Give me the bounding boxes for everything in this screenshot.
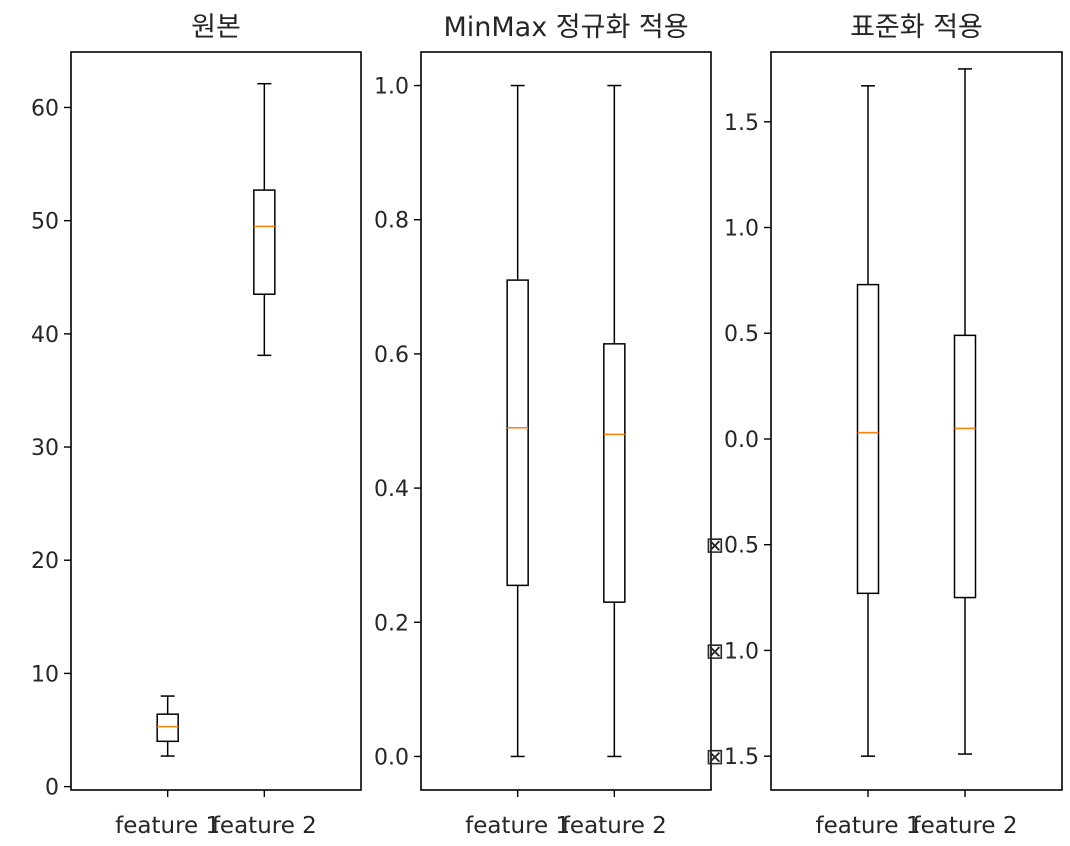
box-iqr xyxy=(156,713,179,743)
axes-frame xyxy=(420,51,712,791)
panel-title: MinMax 정규화 적용 xyxy=(443,12,688,43)
y-tick-label: 40 xyxy=(31,323,59,348)
box-iqr xyxy=(953,334,977,599)
x-tick-label: feature 2 xyxy=(562,813,667,839)
y-tick-label: ⊠0.5 xyxy=(706,534,759,559)
y-tick-label: 1.5 xyxy=(724,111,759,136)
box-iqr xyxy=(253,189,276,295)
y-tick-label: 0.8 xyxy=(374,209,409,234)
panel-title: 표준화 적용 xyxy=(850,12,983,43)
panel-title: 원본 xyxy=(191,12,241,43)
y-tick-label: 50 xyxy=(31,210,59,235)
y-tick-label: 1.0 xyxy=(374,75,409,100)
y-tick-label: 0.6 xyxy=(374,343,409,368)
x-tick-label: feature 1 xyxy=(115,813,220,839)
y-tick-label: 10 xyxy=(31,662,59,687)
y-tick-label: 0.0 xyxy=(374,745,409,770)
box-iqr xyxy=(506,279,529,587)
y-tick-label: 0 xyxy=(45,776,59,801)
y-tick-label: 0.5 xyxy=(724,322,759,347)
x-tick-label: feature 2 xyxy=(212,813,317,839)
box-iqr xyxy=(603,343,626,603)
x-tick-label: feature 1 xyxy=(465,813,570,839)
y-tick-label: 0.2 xyxy=(374,611,409,636)
y-tick-label: ⊠1.5 xyxy=(706,745,759,770)
y-tick-label: 0.4 xyxy=(374,477,409,502)
y-tick-label: 20 xyxy=(31,549,59,574)
x-tick-label: feature 1 xyxy=(816,813,921,839)
y-tick-label: 30 xyxy=(31,436,59,461)
axes-frame xyxy=(770,51,1063,791)
y-tick-label: ⊠1.0 xyxy=(706,639,759,664)
y-tick-label: 60 xyxy=(31,96,59,121)
x-tick-label: feature 2 xyxy=(913,813,1018,839)
box-iqr xyxy=(856,283,880,595)
y-tick-label: 0.0 xyxy=(724,428,759,453)
axes-frame xyxy=(70,51,362,791)
y-tick-label: 1.0 xyxy=(724,217,759,242)
